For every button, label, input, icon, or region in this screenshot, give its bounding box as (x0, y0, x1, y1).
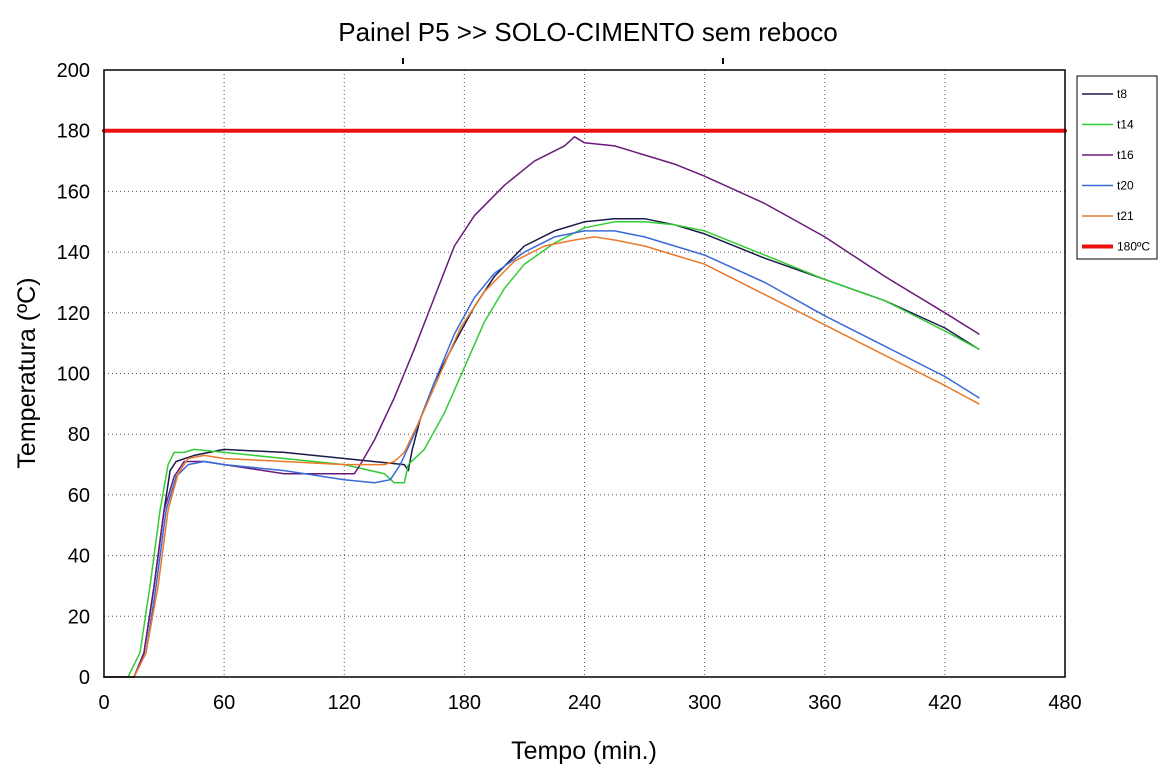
legend-label: t8 (1117, 87, 1127, 101)
y-tick-label: 180 (57, 121, 90, 143)
plot-frame (103, 69, 1066, 678)
y-tick-label: 0 (79, 667, 90, 689)
x-tick-label: 240 (568, 692, 601, 714)
legend-label: t14 (1117, 118, 1134, 132)
chart-title: Painel P5 >> SOLO-CIMENTO sem reboco (338, 17, 838, 47)
y-tick-label: 60 (68, 485, 90, 507)
y-tick-label: 40 (68, 546, 90, 568)
x-axis-label: Tempo (min.) (511, 737, 657, 765)
legend-label: t21 (1117, 209, 1134, 223)
legend-label: t20 (1117, 179, 1134, 193)
series-line-t16 (103, 136, 980, 678)
y-tick-label: 100 (57, 364, 90, 386)
legend: t8 t14 t16 t20 t21 180ºC (1076, 75, 1158, 260)
x-tick-label: 480 (1048, 692, 1081, 714)
x-tick-label: 360 (808, 692, 841, 714)
x-tick-labels: 0 60 120 180 240 300 360 420 480 (98, 692, 1081, 714)
y-tick-label: 80 (68, 424, 90, 446)
x-tick-label: 420 (928, 692, 961, 714)
legend-label: t16 (1117, 148, 1134, 162)
y-tick-label: 140 (57, 242, 90, 264)
x-tick-label: 300 (688, 692, 721, 714)
series-line-t14 (103, 221, 980, 678)
y-tick-labels: 0 20 40 60 80 100 120 140 160 180 200 (57, 60, 90, 689)
y-tick-label: 20 (68, 606, 90, 628)
y-tick-label: 160 (57, 181, 90, 203)
series-line-t20 (103, 230, 980, 678)
legend-label: 180ºC (1117, 240, 1150, 254)
y-axis-label: Temperatura (ºC) (13, 277, 41, 468)
x-tick-label: 60 (213, 692, 235, 714)
x-tick-label: 0 (98, 692, 109, 714)
x-tick-label: 180 (448, 692, 481, 714)
series-line-t21 (103, 236, 980, 678)
x-tick-label: 120 (328, 692, 361, 714)
y-tick-label: 200 (57, 60, 90, 82)
legend-box (1076, 75, 1158, 260)
y-tick-label: 120 (57, 303, 90, 325)
series-layer (102, 128, 1067, 678)
